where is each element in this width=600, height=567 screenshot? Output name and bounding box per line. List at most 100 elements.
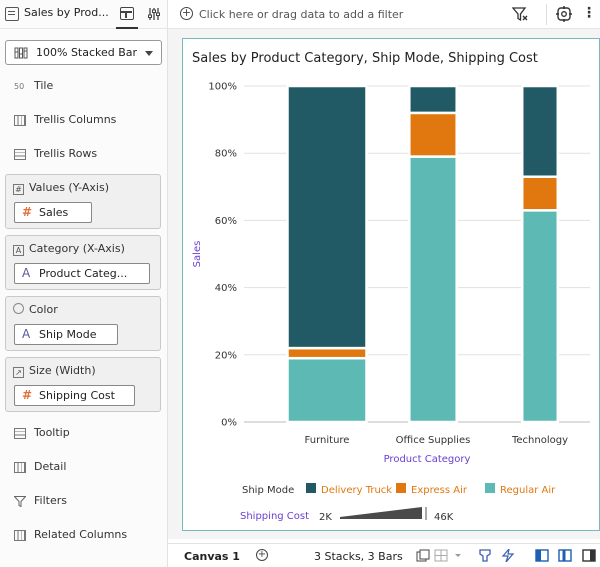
bar-express-air[interactable] bbox=[408, 111, 458, 158]
canvas-tab[interactable]: Canvas 1 bbox=[184, 550, 240, 563]
category-well[interactable]: A Category (X-Axis) A Product Categ... bbox=[5, 235, 161, 290]
grammar-panel: Sales by Prod... 100% Stacked Bar 50 Til… bbox=[0, 0, 168, 567]
bar-express-air[interactable] bbox=[286, 346, 368, 360]
y-tick-label: 80% bbox=[215, 149, 237, 160]
trellis-columns-icon bbox=[14, 115, 26, 126]
funnel-icon bbox=[14, 496, 26, 507]
resize-icon: ↗ bbox=[13, 367, 24, 378]
x-axis-title: Product Category bbox=[384, 454, 471, 465]
y-tick-label: 0% bbox=[221, 418, 237, 429]
trellis-rows-icon bbox=[14, 149, 26, 160]
attribute-icon: A bbox=[22, 327, 31, 341]
middle-pane-toggle-icon[interactable] bbox=[558, 549, 572, 562]
columns-icon bbox=[14, 530, 26, 541]
shipping-cost-pill[interactable]: # Shipping Cost bbox=[14, 385, 135, 406]
bar-regular-air[interactable] bbox=[408, 155, 458, 424]
values-well-label: Values (Y-Axis) bbox=[29, 181, 109, 194]
filter-bar: + Click here or drag data to add a filte… bbox=[168, 0, 600, 29]
product-category-pill[interactable]: A Product Categ... bbox=[14, 263, 150, 284]
canvas-bar: Canvas 1 + 3 Stacks, 3 Bars bbox=[168, 543, 600, 567]
trellis-columns-label: Trellis Columns bbox=[34, 113, 117, 126]
size-well-label: Size (Width) bbox=[29, 364, 96, 377]
filters-label: Filters bbox=[34, 494, 67, 507]
viz-type-dropdown[interactable]: 100% Stacked Bar bbox=[5, 40, 162, 65]
x-tick-label: Technology bbox=[511, 435, 568, 446]
right-pane-toggle-icon[interactable] bbox=[582, 549, 596, 562]
filter-drop-zone[interactable]: Click here or drag data to add a filter bbox=[199, 8, 404, 21]
bar-express-air[interactable] bbox=[520, 175, 560, 212]
color-well-label: Color bbox=[29, 303, 58, 316]
size-well-header: ↗ Size (Width) bbox=[13, 364, 96, 378]
attribute-icon: A bbox=[22, 266, 31, 280]
category-well-label: Category (X-Axis) bbox=[29, 242, 125, 255]
copy-icon[interactable] bbox=[416, 549, 430, 562]
chevron-down-icon bbox=[145, 51, 153, 56]
properties-tab-icon[interactable] bbox=[147, 7, 161, 21]
add-filter-icon[interactable]: + bbox=[180, 6, 193, 20]
gear-icon[interactable] bbox=[556, 6, 572, 22]
legend-swatch-express-air bbox=[396, 483, 406, 493]
sales-pill[interactable]: # Sales bbox=[14, 202, 92, 223]
stacked-bar-chart[interactable]: 0% 20% 40% 60% 80% 100% Furniture Office Suppli… bbox=[182, 38, 600, 531]
bar-delivery-truck[interactable] bbox=[408, 84, 458, 115]
y-axis-title: Sales bbox=[192, 241, 203, 268]
legend-title: Ship Mode bbox=[242, 485, 294, 496]
y-tick-label: 20% bbox=[215, 350, 237, 361]
sales-pill-label: Sales bbox=[39, 206, 69, 219]
size-ramp bbox=[340, 507, 422, 519]
chevron-down-icon[interactable] bbox=[454, 549, 462, 562]
tooltip-label: Tooltip bbox=[34, 426, 70, 439]
y-tick-label: 60% bbox=[215, 216, 237, 227]
tooltip-icon bbox=[14, 428, 26, 439]
y-tick-label: 100% bbox=[208, 82, 237, 93]
visualization-icon bbox=[5, 7, 19, 21]
legend-entry: Delivery Truck bbox=[321, 485, 392, 496]
filter-toggle-icon[interactable] bbox=[512, 6, 528, 22]
values-well[interactable]: # Values (Y-Axis) # Sales bbox=[5, 174, 161, 229]
grammar-tab-icon[interactable] bbox=[120, 7, 134, 20]
size-legend-title: Shipping Cost bbox=[240, 511, 309, 522]
stacked-bar-icon bbox=[14, 47, 28, 59]
bar-delivery-truck[interactable] bbox=[520, 84, 560, 178]
pin-icon[interactable] bbox=[478, 549, 492, 562]
y-tick-label: 40% bbox=[215, 283, 237, 294]
palette-icon bbox=[13, 303, 24, 314]
ship-mode-pill-label: Ship Mode bbox=[39, 328, 97, 341]
size-legend-min: 2K bbox=[319, 512, 332, 523]
values-well-header: # Values (Y-Axis) bbox=[13, 181, 109, 195]
viz-status: 3 Stacks, 3 Bars bbox=[314, 550, 403, 563]
bar-regular-air[interactable] bbox=[520, 209, 560, 424]
measure-icon: # bbox=[22, 205, 33, 219]
related-columns-label: Related Columns bbox=[34, 528, 128, 541]
bar-regular-air[interactable] bbox=[286, 356, 368, 424]
ship-mode-pill[interactable]: A Ship Mode bbox=[14, 324, 118, 345]
lightning-icon[interactable] bbox=[501, 549, 515, 562]
left-pane-toggle-icon[interactable] bbox=[535, 549, 549, 562]
hash-icon: # bbox=[13, 184, 24, 195]
product-category-pill-label: Product Categ... bbox=[39, 267, 128, 280]
more-options-icon[interactable]: ⋮ bbox=[582, 5, 596, 21]
color-well[interactable]: Color A Ship Mode bbox=[5, 296, 161, 351]
panel-header: Sales by Prod... bbox=[0, 0, 168, 29]
chart-title[interactable]: Sales by Product Category, Ship Mode, Sh… bbox=[192, 51, 538, 66]
trellis-rows-label: Trellis Rows bbox=[34, 147, 98, 160]
detail-label: Detail bbox=[34, 460, 67, 473]
legend-swatch-delivery-truck bbox=[306, 483, 316, 493]
size-well[interactable]: ↗ Size (Width) # Shipping Cost bbox=[5, 357, 161, 412]
bar-delivery-truck[interactable] bbox=[286, 84, 368, 350]
attribute-box-icon: A bbox=[13, 245, 24, 256]
x-tick-label: Office Supplies bbox=[396, 435, 471, 446]
active-tab-indicator bbox=[116, 27, 138, 29]
tile-icon: 50 bbox=[14, 82, 25, 91]
layout-icon[interactable] bbox=[434, 549, 448, 562]
measure-icon: # bbox=[22, 388, 33, 402]
shipping-cost-pill-label: Shipping Cost bbox=[39, 389, 115, 402]
legend-entry: Express Air bbox=[411, 485, 468, 496]
legend-swatch-regular-air bbox=[485, 483, 495, 493]
toolbar-divider bbox=[546, 4, 547, 25]
legend-entry: Regular Air bbox=[500, 485, 556, 496]
add-canvas-icon[interactable]: + bbox=[256, 549, 268, 561]
x-tick-label: Furniture bbox=[305, 435, 350, 446]
visualization-title[interactable]: Sales by Prod... bbox=[24, 6, 109, 19]
color-well-header: Color bbox=[13, 303, 58, 316]
